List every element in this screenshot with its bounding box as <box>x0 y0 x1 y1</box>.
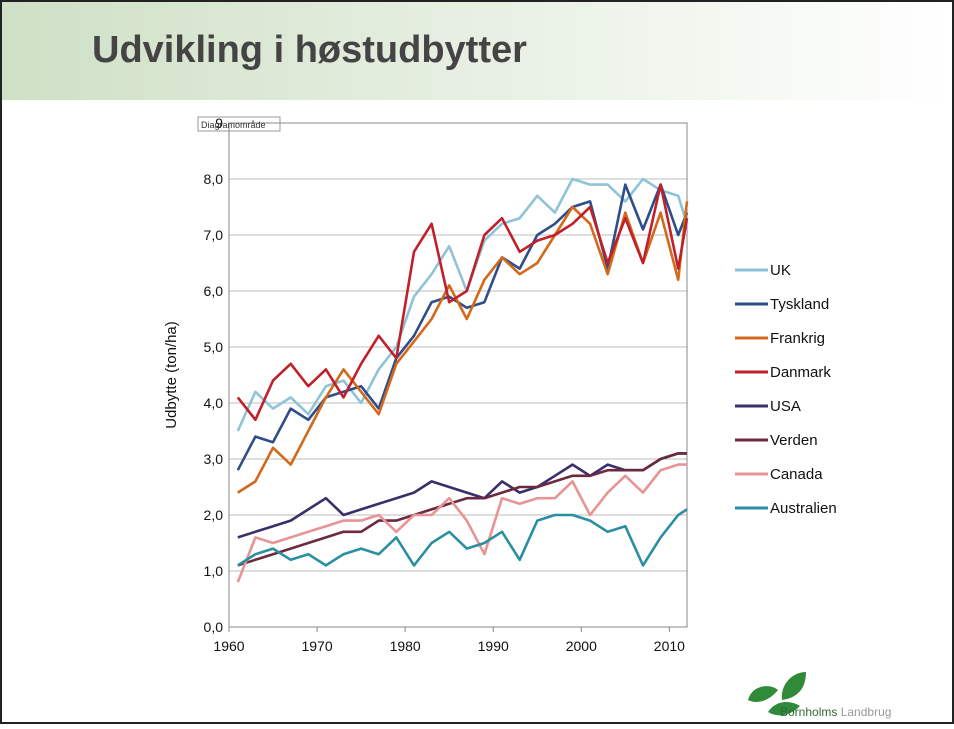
chart-area <box>147 105 860 665</box>
y-tick-label: 1,0 <box>204 563 224 579</box>
legend-label: UK <box>770 262 791 279</box>
series-line <box>236 463 687 583</box>
title-band <box>2 2 952 100</box>
legend-label: Canada <box>770 466 823 483</box>
series-line <box>236 183 689 422</box>
y-tick-label: 2,0 <box>204 507 224 523</box>
legend-label: Danmark <box>770 364 831 381</box>
x-tick-label: 2000 <box>566 638 597 654</box>
series-line <box>237 452 687 539</box>
y-tick-label: 5,0 <box>204 339 224 355</box>
legend-label: Frankrig <box>770 330 825 347</box>
x-tick-label: 2010 <box>654 638 685 654</box>
tooltip-box <box>197 116 281 132</box>
logo-leaf <box>781 672 806 700</box>
series-line <box>236 183 689 471</box>
logo-name: Bornholms <box>780 705 837 719</box>
x-tick-label: 1970 <box>301 638 332 654</box>
legend-label: Tyskland <box>770 296 829 313</box>
x-tick-label: 1960 <box>213 638 244 654</box>
logo-leaf <box>748 686 778 702</box>
y-tick-label: 3,0 <box>204 451 224 467</box>
y-tick-label: 4,0 <box>204 395 224 411</box>
tooltip: Diagramområde <box>201 120 266 130</box>
y-tick-label: 8,0 <box>204 171 224 187</box>
logo-text: Bornholms Landbrug <box>780 705 891 719</box>
plot-frame <box>228 122 688 628</box>
plot: 0,0 1,0 2,0 3,0 4,0 5,0 6,0 7,0 8,0 9 1960 1970 1980… <box>204 115 837 654</box>
y-axis-label: Udbytte (ton/ha) <box>163 321 180 429</box>
y-tick-label: 7,0 <box>204 227 224 243</box>
x-tick-label: 1980 <box>390 638 421 654</box>
y-tick-label: 6,0 <box>204 283 224 299</box>
slide-title: Udvikling i høstudbytter <box>92 29 527 71</box>
series-line <box>237 452 687 567</box>
y-tick-label: 9 <box>215 115 223 131</box>
series-line <box>237 508 688 567</box>
legend-label: Australien <box>770 500 837 517</box>
logo-suffix: Landbrug <box>841 705 892 719</box>
y-tick-label: 0,0 <box>204 619 224 635</box>
legend-label: USA <box>770 398 801 415</box>
legend-label: Verden <box>770 432 818 449</box>
x-tick-label: 1990 <box>478 638 509 654</box>
logo-leaf <box>768 702 800 716</box>
